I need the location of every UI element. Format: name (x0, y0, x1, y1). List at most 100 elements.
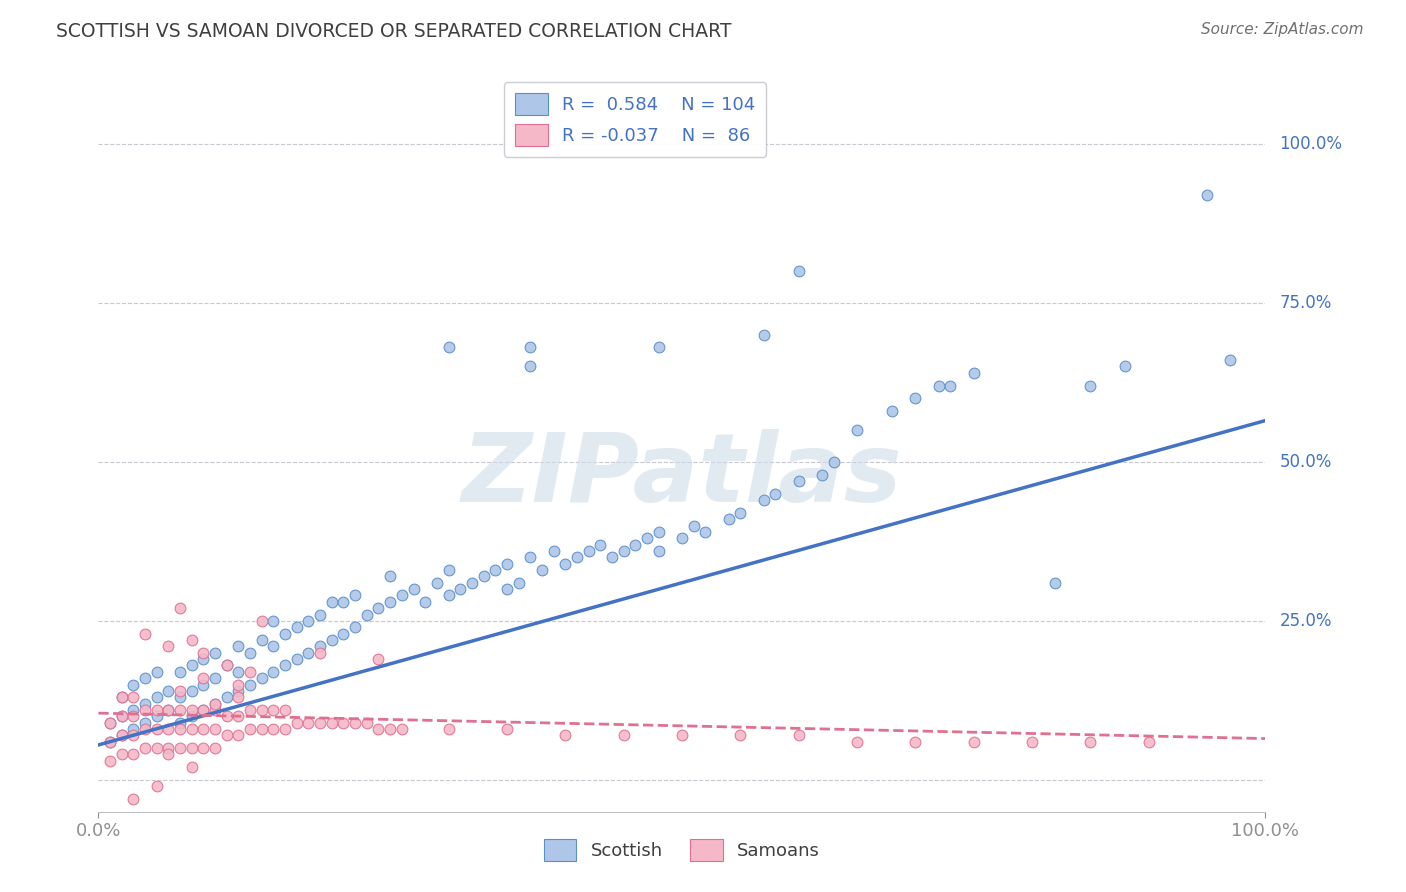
Point (962, 366, 984, 380)
Point (823, 455, 845, 469)
Point (344, 620, 367, 634)
Point (146, 703, 169, 717)
Point (239, 665, 262, 679)
Point (496, 722, 519, 736)
Point (169, 741, 191, 756)
Point (134, 671, 156, 685)
Text: 100.0%: 100.0% (1279, 135, 1343, 153)
Point (204, 741, 226, 756)
Point (193, 741, 215, 756)
Point (122, 709, 145, 723)
Point (321, 595, 343, 609)
Text: 75.0%: 75.0% (1279, 293, 1331, 312)
Point (752, 327, 775, 342)
Point (250, 722, 273, 736)
Point (157, 703, 180, 717)
Point (193, 671, 215, 685)
Point (180, 684, 202, 698)
Point (262, 722, 284, 736)
Point (122, 703, 145, 717)
Point (624, 538, 647, 552)
Point (204, 697, 226, 711)
Point (169, 601, 191, 615)
Text: Source: ZipAtlas.com: Source: ZipAtlas.com (1201, 22, 1364, 37)
Point (180, 760, 202, 774)
Point (904, 735, 927, 749)
Point (262, 703, 284, 717)
Point (380, 722, 402, 736)
Point (193, 703, 215, 717)
Point (402, 582, 425, 596)
Point (1219, 353, 1241, 368)
Point (157, 684, 180, 698)
Point (380, 569, 402, 583)
Point (904, 392, 927, 406)
Point (1137, 735, 1160, 749)
Point (204, 722, 226, 736)
Point (262, 614, 284, 628)
Point (297, 614, 319, 628)
Point (589, 538, 612, 552)
Point (250, 614, 273, 628)
Point (98, 715, 121, 730)
Point (250, 671, 273, 685)
Point (787, 264, 810, 278)
Point (380, 595, 402, 609)
Point (228, 690, 250, 705)
Point (1021, 735, 1043, 749)
Point (309, 646, 332, 660)
Point (180, 658, 202, 673)
Point (146, 665, 169, 679)
Point (928, 378, 950, 392)
Point (169, 722, 191, 736)
Point (169, 703, 191, 717)
Point (204, 697, 226, 711)
Point (180, 741, 202, 756)
Point (146, 779, 169, 793)
Point (193, 677, 215, 691)
Point (578, 544, 600, 558)
Point (215, 709, 238, 723)
Point (763, 486, 786, 500)
Point (122, 728, 145, 742)
Point (146, 690, 169, 705)
Point (332, 626, 354, 640)
Point (146, 709, 169, 723)
Point (239, 646, 262, 660)
Point (134, 722, 156, 736)
Point (496, 582, 519, 596)
Point (332, 595, 354, 609)
Point (239, 722, 262, 736)
Point (356, 715, 378, 730)
Point (262, 665, 284, 679)
Point (134, 741, 156, 756)
Point (111, 728, 134, 742)
Point (391, 589, 413, 603)
Point (344, 589, 367, 603)
Point (554, 728, 576, 742)
Point (228, 665, 250, 679)
Point (215, 658, 238, 673)
Point (134, 626, 156, 640)
Point (204, 671, 226, 685)
Point (472, 569, 495, 583)
Point (239, 703, 262, 717)
Text: SCOTTISH VS SAMOAN DIVORCED OR SEPARATED CORRELATION CHART: SCOTTISH VS SAMOAN DIVORCED OR SEPARATED… (56, 22, 731, 41)
Point (122, 722, 145, 736)
Point (228, 709, 250, 723)
Point (169, 684, 191, 698)
Point (146, 741, 169, 756)
Point (193, 703, 215, 717)
Point (146, 722, 169, 736)
Point (157, 747, 180, 762)
Point (215, 658, 238, 673)
Point (508, 575, 530, 590)
Point (647, 544, 669, 558)
Point (309, 715, 332, 730)
Point (193, 722, 215, 736)
Point (1080, 378, 1102, 392)
Point (274, 658, 297, 673)
Point (613, 544, 636, 558)
Point (169, 665, 191, 679)
Point (228, 677, 250, 691)
